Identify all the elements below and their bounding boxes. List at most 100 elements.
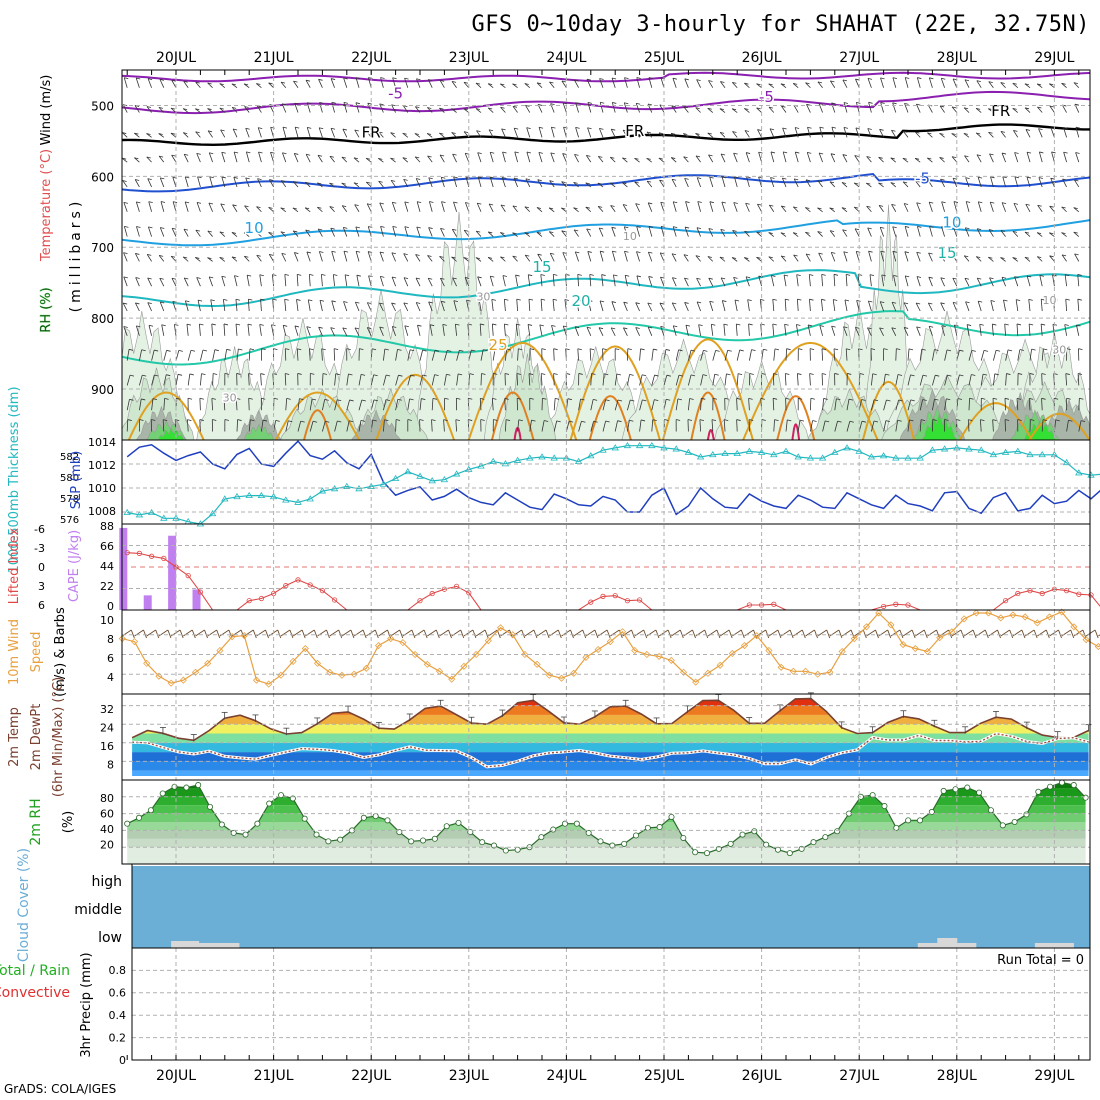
wind-barb-flag xyxy=(940,253,945,256)
wind-speed-point xyxy=(899,641,907,649)
thickness-point xyxy=(965,445,973,452)
wind-barb xyxy=(587,102,592,113)
wind-barb-flag xyxy=(403,253,408,255)
wind-barb-flag xyxy=(285,373,290,375)
thickness-point xyxy=(428,477,436,484)
wind-barb-flag xyxy=(442,323,447,326)
surface-wind-barb-flag xyxy=(155,629,160,639)
isotherm-35 xyxy=(791,423,801,440)
wind-barb xyxy=(672,226,677,237)
wind-barb-flag xyxy=(873,420,879,423)
wind-barb-flag xyxy=(453,201,458,204)
wind-barb-flag xyxy=(341,156,347,159)
wind-barb xyxy=(951,156,958,163)
contour-label: 20 xyxy=(571,292,590,310)
wind-barb-flag xyxy=(866,205,871,208)
wind-barb-flag xyxy=(504,323,509,326)
wind-barb-flag xyxy=(786,348,791,351)
wind-barb-flag xyxy=(296,299,301,301)
wind-barb xyxy=(671,253,677,262)
wind-barb-flag xyxy=(268,82,273,85)
wind-speed-point xyxy=(862,623,871,631)
wind-barb xyxy=(929,226,933,237)
wind-barb xyxy=(907,419,910,432)
wind-speed-point xyxy=(423,660,431,668)
surface-wind-barb xyxy=(475,629,486,637)
wind-barb-flag xyxy=(329,206,334,208)
wind-barb-flag xyxy=(821,298,826,301)
wind-barb-flag xyxy=(234,151,239,154)
wind-barb-flag xyxy=(379,302,384,305)
thickness-point xyxy=(904,454,912,461)
wind-barb xyxy=(756,256,762,262)
wind-barb xyxy=(707,256,714,262)
wind-barb-flag xyxy=(269,179,274,181)
li-point xyxy=(124,550,130,556)
wind-barb xyxy=(453,300,457,312)
wind-barb-flag xyxy=(476,130,481,133)
wind-barb-flag xyxy=(805,207,810,209)
wind-barb-flag xyxy=(946,349,952,352)
wind-barb xyxy=(772,398,775,411)
wind-barb xyxy=(688,374,692,386)
contour-label: 10 xyxy=(1043,294,1057,307)
wind-barb-flag xyxy=(763,348,768,351)
wind-barb-flag xyxy=(664,419,669,421)
thickness-tick-label: 580 xyxy=(60,473,79,484)
thickness-tick-label: 576 xyxy=(60,515,79,526)
surface-wind-barb-flag xyxy=(631,629,635,639)
wind-barb xyxy=(134,179,140,188)
wind-barb-flag xyxy=(183,228,189,231)
wind-barb-flag xyxy=(134,132,139,135)
wind-barb xyxy=(404,77,409,88)
wind-barb-flag xyxy=(147,302,152,304)
wind-barb xyxy=(403,179,409,188)
wind-barb-flag xyxy=(1052,323,1058,326)
wind-barb-flag xyxy=(244,205,249,208)
wind-barb-flag xyxy=(368,275,373,278)
wind-barb xyxy=(659,302,665,312)
wind-barb xyxy=(904,103,909,113)
wind-barb xyxy=(475,230,482,237)
wind-barb xyxy=(821,274,823,287)
surface-wind-barb-flag xyxy=(875,629,879,639)
surface-wind-barb xyxy=(817,629,827,637)
ylabel-precip: 3hr Precip (mm) xyxy=(79,952,94,1057)
wind-barb-flag xyxy=(808,324,813,327)
rh-point xyxy=(538,834,545,841)
wind-barb-flag xyxy=(673,201,678,204)
wind-barb-flag xyxy=(282,126,288,129)
wind-barb xyxy=(139,398,142,411)
surface-wind-barb-flag xyxy=(313,629,318,639)
wind-barb xyxy=(476,130,482,138)
wind-barb-flag xyxy=(142,374,147,377)
credit-text: GrADS: COLA/IGES xyxy=(4,1082,117,1096)
wind-speed-point xyxy=(509,631,517,639)
wind-barb-flag xyxy=(589,274,594,276)
wind-barb xyxy=(512,83,518,89)
wind-barb-flag xyxy=(573,181,578,184)
rh-point xyxy=(1035,788,1042,795)
wind-barb-flag xyxy=(702,374,708,376)
wind-barb xyxy=(513,127,518,138)
wind-barb xyxy=(378,158,384,163)
surface-wind-barb-flag xyxy=(643,629,648,639)
wind-barb xyxy=(503,323,506,336)
wind-barb-flag xyxy=(842,229,847,232)
wind-barb xyxy=(223,398,226,411)
wind-barb xyxy=(891,327,897,336)
wind-barb xyxy=(695,255,701,262)
wind-barb-flag xyxy=(223,299,228,301)
thickness-point xyxy=(1062,458,1071,466)
surface-wind-barb xyxy=(524,629,535,637)
wind-barb-flag xyxy=(1049,105,1054,108)
wind-barb-flag xyxy=(231,83,236,86)
wind-barb xyxy=(256,232,262,237)
wind-barb-flag xyxy=(428,301,433,304)
wind-barb-flag xyxy=(258,151,263,154)
wind-barb xyxy=(402,157,409,163)
wind-barb-flag xyxy=(696,277,701,280)
wind-barb-flag xyxy=(672,302,677,305)
rh-point xyxy=(195,782,202,789)
rh-shade-mid xyxy=(498,353,556,440)
